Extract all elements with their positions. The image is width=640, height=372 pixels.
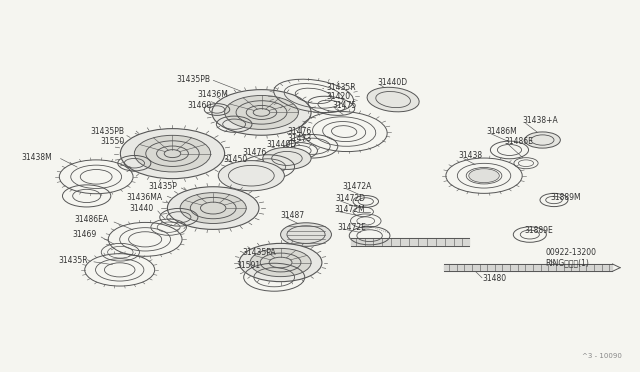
Text: 31472D: 31472D bbox=[336, 195, 366, 203]
Text: 31435R: 31435R bbox=[58, 256, 88, 265]
Ellipse shape bbox=[367, 87, 419, 112]
Text: 31438+A: 31438+A bbox=[522, 116, 558, 125]
Text: 31487: 31487 bbox=[280, 211, 305, 220]
Text: 31440D: 31440D bbox=[377, 78, 407, 87]
Text: 31889M: 31889M bbox=[550, 193, 580, 202]
Text: 31438: 31438 bbox=[459, 151, 483, 160]
Text: 31486E: 31486E bbox=[504, 137, 533, 146]
Text: ^3 - 10090: ^3 - 10090 bbox=[582, 353, 622, 359]
Text: 31473: 31473 bbox=[287, 134, 311, 144]
Text: 31480: 31480 bbox=[482, 274, 506, 283]
Ellipse shape bbox=[212, 90, 311, 135]
Text: 31440D: 31440D bbox=[266, 140, 296, 149]
Ellipse shape bbox=[468, 169, 499, 183]
Text: 31472A: 31472A bbox=[342, 182, 372, 191]
Ellipse shape bbox=[263, 147, 311, 170]
Text: 31436MA: 31436MA bbox=[126, 193, 163, 202]
Text: 31420: 31420 bbox=[326, 93, 351, 102]
Ellipse shape bbox=[280, 223, 332, 246]
Ellipse shape bbox=[180, 193, 246, 224]
Text: 31550: 31550 bbox=[100, 137, 124, 146]
Text: 31486EA: 31486EA bbox=[75, 215, 109, 224]
Text: 31435R: 31435R bbox=[326, 83, 356, 92]
Text: 31591: 31591 bbox=[236, 260, 260, 270]
Text: 00922-13200
RINGリング(1): 00922-13200 RINGリング(1) bbox=[546, 248, 596, 267]
Text: 31475: 31475 bbox=[333, 101, 357, 110]
Text: 31436M: 31436M bbox=[197, 90, 228, 99]
Text: 31472E: 31472E bbox=[338, 223, 367, 232]
Ellipse shape bbox=[225, 96, 298, 129]
Ellipse shape bbox=[525, 132, 561, 148]
Text: 31476: 31476 bbox=[287, 127, 311, 136]
Text: 31469: 31469 bbox=[72, 230, 96, 239]
Text: 31435PB: 31435PB bbox=[177, 75, 211, 84]
Text: 31435PA: 31435PA bbox=[243, 248, 276, 257]
Text: 31450: 31450 bbox=[223, 155, 248, 164]
Text: 31460: 31460 bbox=[188, 101, 212, 110]
Ellipse shape bbox=[168, 187, 259, 230]
Ellipse shape bbox=[239, 243, 322, 282]
Text: 31438M: 31438M bbox=[21, 153, 52, 162]
Text: 31435PB: 31435PB bbox=[90, 127, 124, 136]
Text: 31889E: 31889E bbox=[525, 227, 554, 235]
Text: 31440: 31440 bbox=[129, 203, 154, 212]
Text: 31476: 31476 bbox=[243, 148, 267, 157]
Text: 31486M: 31486M bbox=[486, 127, 517, 136]
Text: 31435P: 31435P bbox=[148, 182, 177, 191]
Ellipse shape bbox=[120, 129, 225, 179]
Text: 31472M: 31472M bbox=[334, 205, 365, 214]
Ellipse shape bbox=[134, 135, 211, 172]
Ellipse shape bbox=[250, 248, 311, 277]
Ellipse shape bbox=[218, 161, 284, 191]
